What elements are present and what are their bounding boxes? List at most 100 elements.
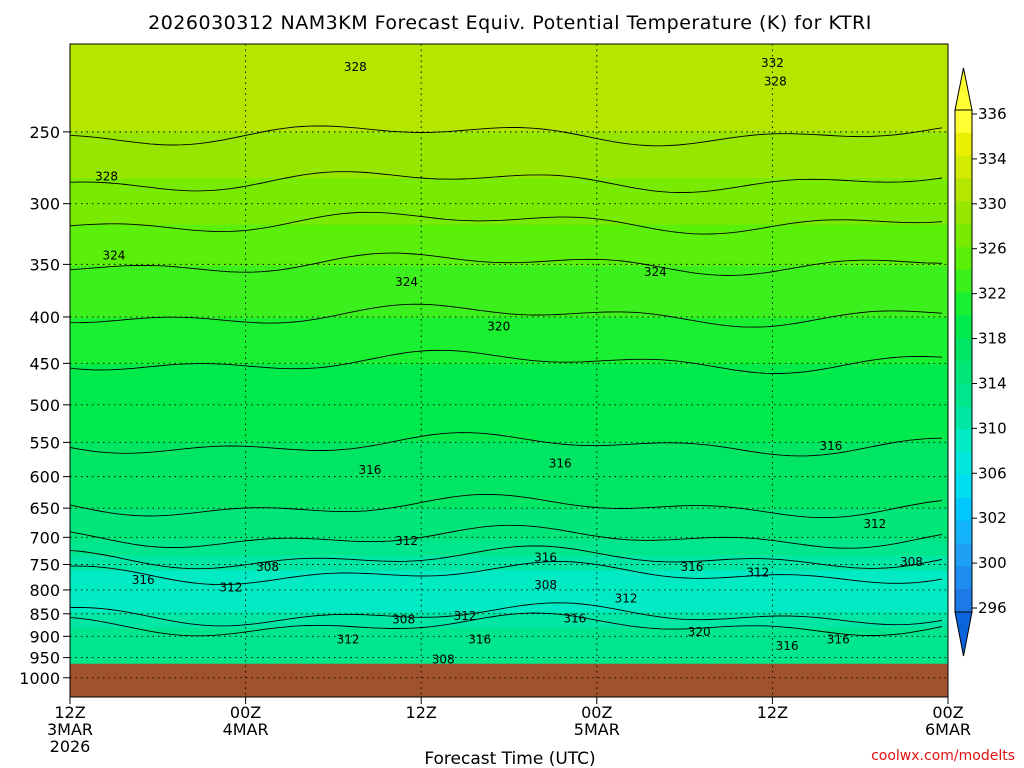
contour-label: 312	[454, 609, 477, 623]
theta-band	[70, 452, 948, 458]
colorbar-tick-label: 296	[978, 599, 1007, 617]
theta-band	[70, 281, 948, 288]
theta-band	[70, 49, 948, 55]
theta-band	[70, 353, 948, 360]
contour-line	[70, 303, 943, 328]
x-tick-label: 00Z	[581, 703, 612, 722]
colorbar-swatch	[955, 155, 972, 179]
theta-band	[70, 395, 948, 401]
contour-label: 308	[432, 653, 455, 667]
contour-label: 328	[764, 75, 787, 89]
contour-label: 312	[615, 592, 638, 606]
theta-band	[70, 529, 948, 536]
theta-band	[70, 606, 948, 613]
theta-band	[70, 421, 948, 427]
theta-band	[70, 390, 948, 396]
theta-band	[70, 524, 948, 531]
contour-line	[70, 171, 943, 193]
theta-band	[70, 591, 948, 598]
colorbar-swatch	[955, 497, 972, 522]
theta-band	[70, 555, 948, 562]
colorbar-swatch	[955, 292, 972, 316]
theta-band	[70, 570, 948, 577]
theta-band	[70, 539, 948, 546]
theta-band	[70, 209, 948, 216]
contour-line	[70, 125, 943, 147]
contour-label: 312	[337, 632, 360, 646]
theta-band	[70, 111, 948, 117]
y-tick-label: 250	[29, 123, 60, 142]
contour-label: 316	[819, 439, 842, 453]
theta-band	[70, 462, 948, 469]
theta-band	[70, 44, 948, 50]
theta-band	[70, 167, 948, 174]
theta-band	[70, 131, 948, 138]
contour-line	[70, 561, 943, 586]
colorbar-tick-label: 300	[978, 554, 1007, 572]
colorbar-bottom-arrow	[954, 611, 973, 657]
x-tick-label: 12Z	[406, 703, 437, 722]
theta-band	[70, 384, 948, 391]
theta-band	[70, 343, 948, 350]
colorbar-tick-label: 322	[978, 285, 1007, 303]
colorbar-swatch	[955, 429, 972, 453]
theta-band	[70, 441, 948, 448]
theta-band	[70, 498, 948, 505]
theta-band	[70, 69, 948, 76]
contour-line	[70, 211, 943, 235]
theta-band	[70, 224, 948, 231]
theta-band	[70, 508, 948, 515]
colorbar-swatch	[955, 589, 972, 613]
theta-band	[70, 297, 948, 303]
contour-label: 320	[688, 625, 711, 639]
theta-band	[70, 317, 948, 324]
theta-band	[70, 245, 948, 252]
theta-band	[70, 622, 948, 629]
contour-labels: 328 332 328 328 324 324 324 320 316 316 316 312 312 3…	[95, 56, 923, 666]
contour-label: 312	[395, 534, 418, 548]
theta-band	[70, 307, 948, 314]
theta-band	[70, 586, 948, 593]
colorbar-swatch	[955, 361, 972, 385]
theta-band	[70, 219, 948, 226]
colorbar-swatch	[955, 110, 972, 134]
colorbar: 336 334 330 326 322 318 314 310 306 302 300 296	[954, 67, 1007, 657]
theta-band	[70, 328, 948, 334]
theta-band	[70, 632, 948, 639]
theta-band	[70, 581, 948, 587]
y-tick-label: 650	[29, 499, 60, 518]
theta-band	[70, 513, 948, 520]
theta-band	[70, 472, 948, 479]
grid-lines	[69, 44, 949, 697]
theta-band	[70, 266, 948, 272]
contour-label: 308	[534, 578, 557, 592]
theta-band	[70, 431, 948, 438]
theta-band	[70, 627, 948, 634]
theta-band	[70, 116, 948, 123]
x-tick-label: 3MAR	[47, 720, 93, 739]
theta-band	[70, 85, 948, 92]
theta-band	[70, 121, 948, 128]
contour-line	[70, 602, 943, 627]
theta-band	[70, 276, 948, 283]
contour-label: 312	[746, 565, 769, 579]
theta-band	[70, 359, 948, 365]
x-tick-label: 00Z	[230, 703, 261, 722]
theta-band	[70, 291, 948, 298]
contour-label: 324	[644, 265, 667, 279]
colorbar-tick-label: 302	[978, 509, 1007, 527]
theta-band	[70, 519, 948, 525]
theta-band	[70, 162, 948, 169]
colorbar-swatch	[955, 315, 972, 339]
contour-label: 316	[680, 560, 703, 574]
y-tick-label: 800	[29, 581, 60, 600]
theta-band	[70, 400, 948, 407]
y-tick-label: 600	[29, 468, 60, 487]
theta-band	[70, 410, 948, 417]
theta-band	[70, 271, 948, 278]
theta-band	[70, 648, 948, 655]
contour-label: 324	[395, 275, 418, 289]
contour-label: 332	[761, 56, 784, 70]
contour-label: 316	[776, 639, 799, 653]
